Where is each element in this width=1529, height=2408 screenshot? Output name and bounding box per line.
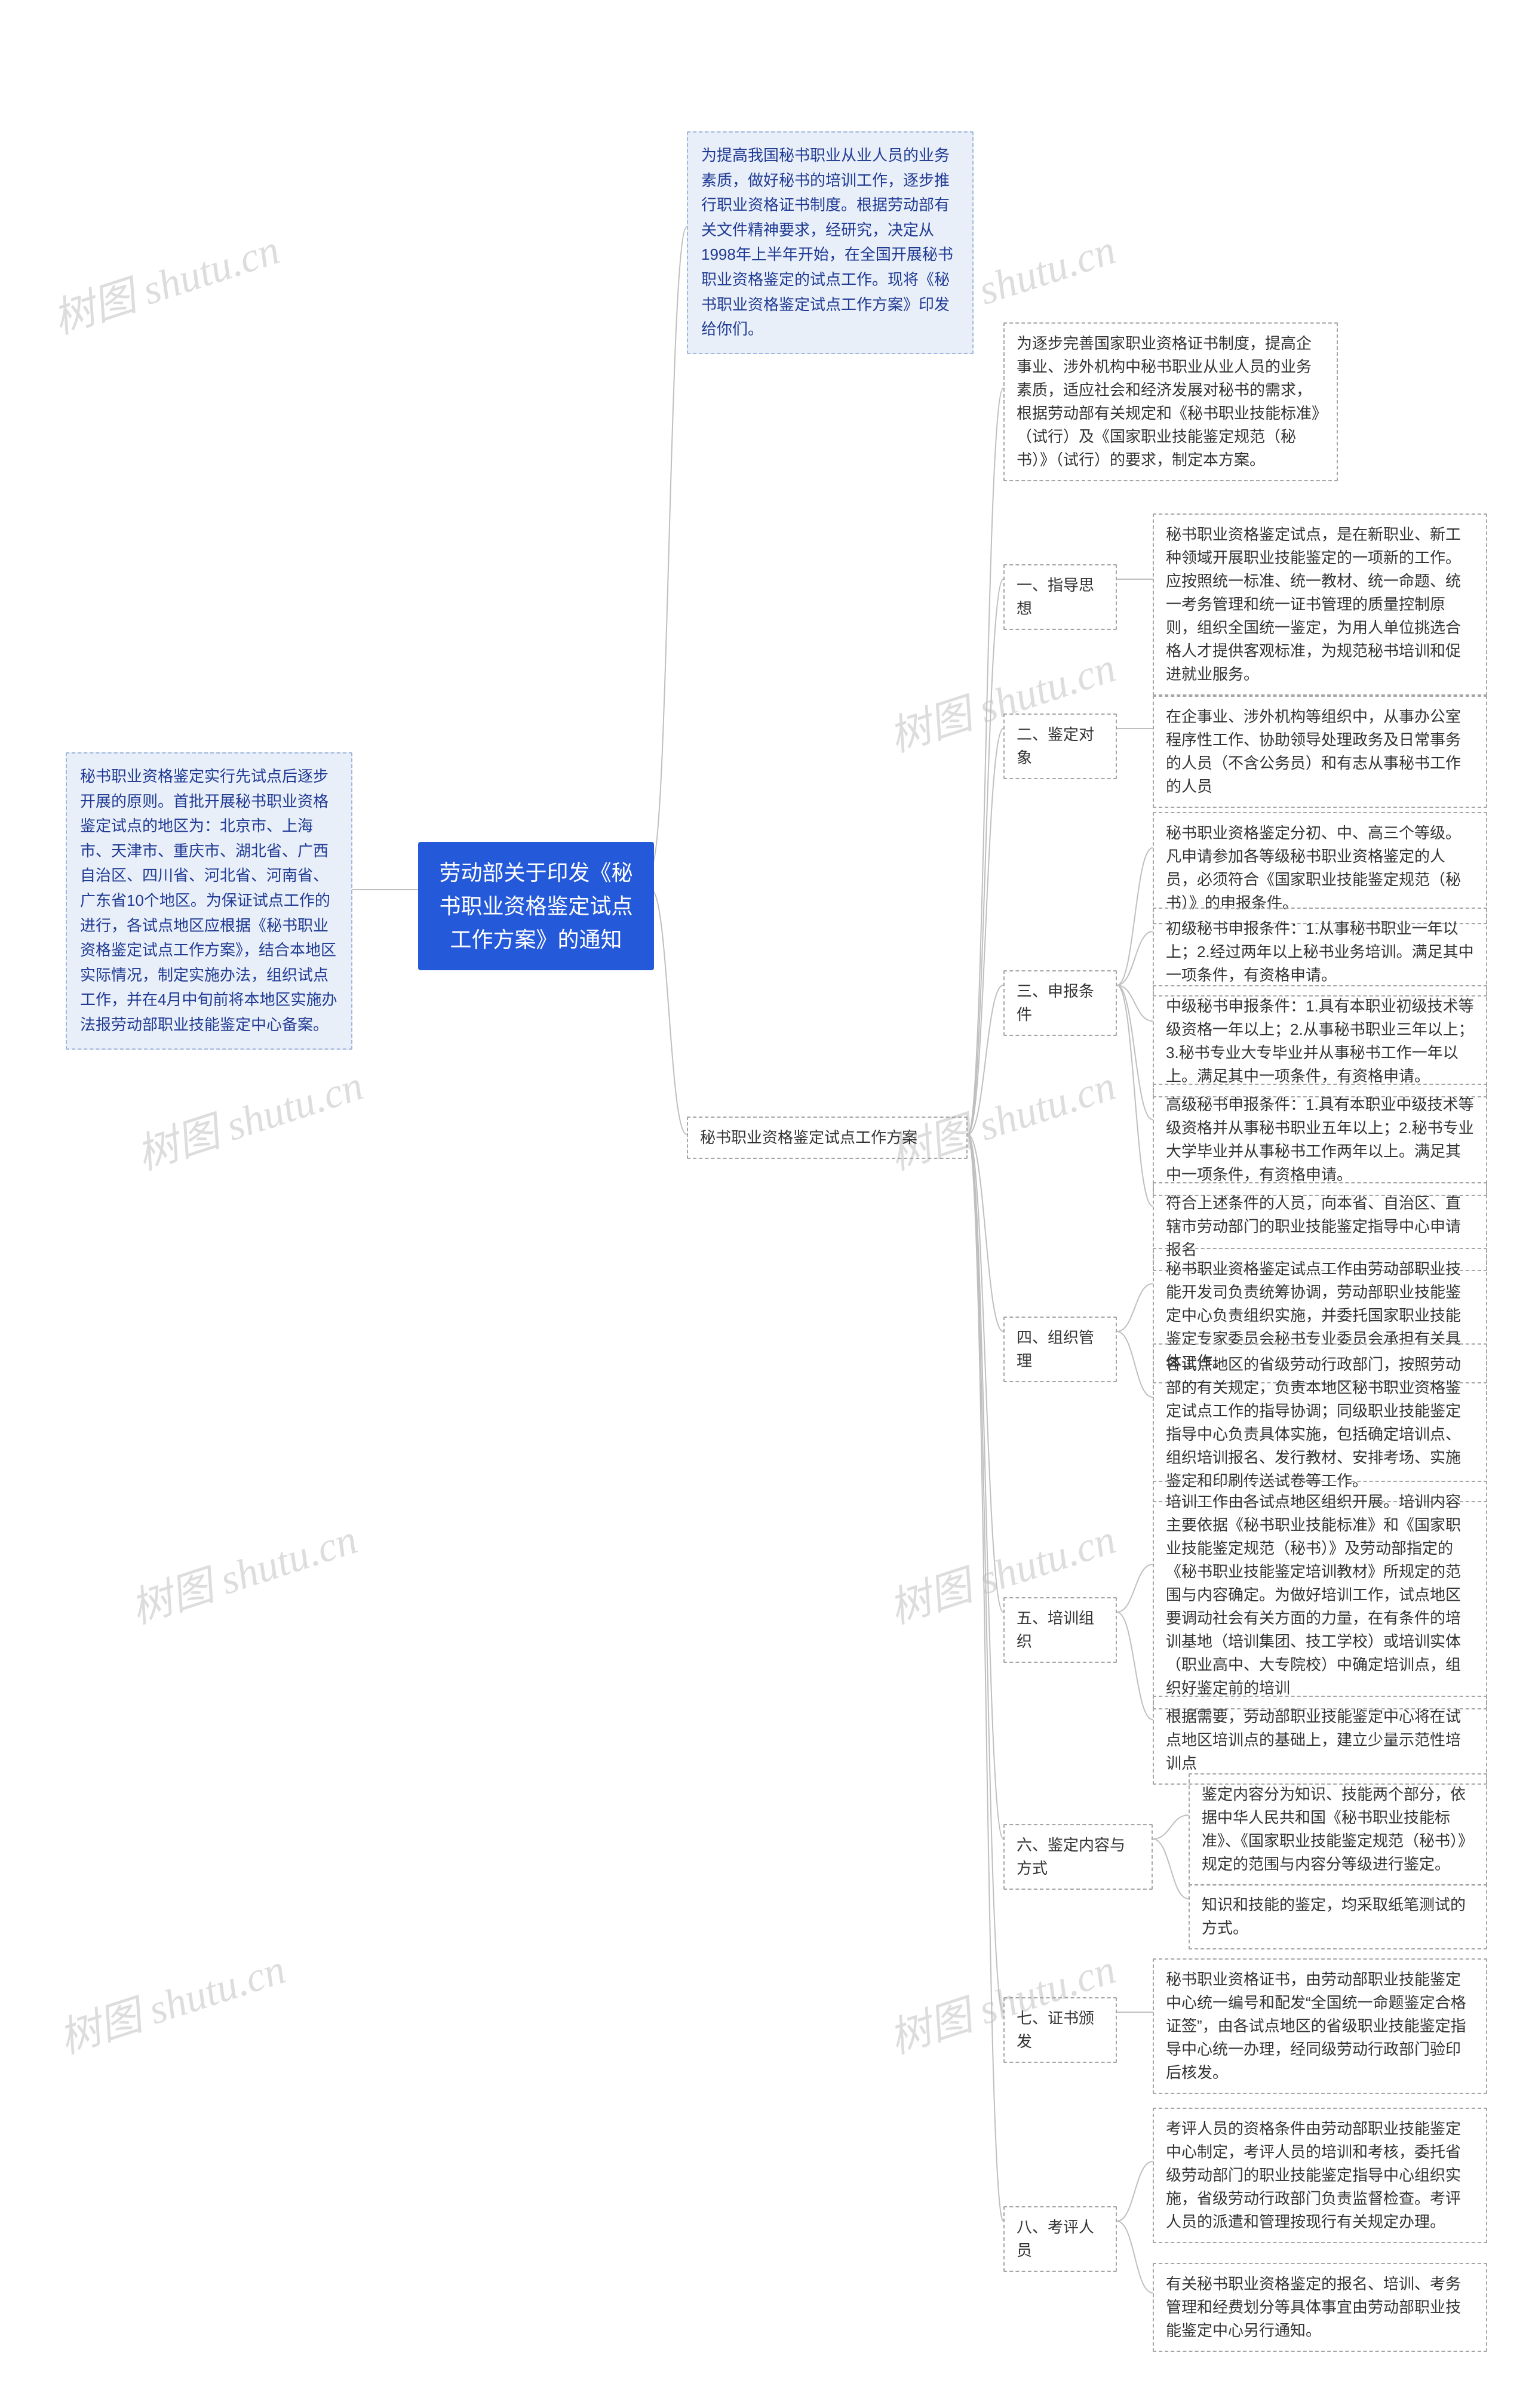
section-6-item-0[interactable]: 鉴定内容分为知识、技能两个部分，依据中华人民共和国《秘书职业技能标准》、《国家职… [1189,1773,1487,1886]
section-6-item-1-text: 知识和技能的鉴定，均采取纸笔测试的方式。 [1202,1896,1466,1937]
section-6-item-0-text: 鉴定内容分为知识、技能两个部分，依据中华人民共和国《秘书职业技能标准》、《国家职… [1202,1785,1473,1873]
top-branch-text: 为提高我国秘书职业从业人员的业务素质，做好秘书的培训工作，逐步推行职业资格证书制… [701,146,953,338]
section-label-1[interactable]: 一、指导思想 [1003,564,1117,630]
root-text: 劳动部关于印发《秘书职业资格鉴定试点工作方案》的通知 [439,860,633,952]
section-3-item-0-text: 秘书职业资格鉴定分初、中、高三个等级。凡申请参加各等级秘书职业资格鉴定的人员，必… [1166,824,1461,912]
section-label-2-text: 二、鉴定对象 [1017,725,1094,767]
section-label-7[interactable]: 七、证书颁发 [1003,1997,1117,2063]
section-6-item-1[interactable]: 知识和技能的鉴定，均采取纸笔测试的方式。 [1189,1884,1487,1949]
section-label-6[interactable]: 六、鉴定内容与方式 [1003,1824,1153,1890]
section-3-item-1[interactable]: 初级秘书申报条件：1.从事秘书职业一年以上；2.经过两年以上秘书业务培训。满足其… [1153,908,1487,997]
section-5-item-0-text: 培训工作由各试点地区组织开展。培训内容主要依据《秘书职业技能标准》和《国家职业技… [1166,1493,1461,1697]
section-7-item-0-text: 秘书职业资格证书，由劳动部职业技能鉴定中心统一编号和配发“全国统一命题鉴定合格证… [1166,1970,1466,2081]
section-3-item-1-text: 初级秘书申报条件：1.从事秘书职业一年以上；2.经过两年以上秘书业务培训。满足其… [1166,919,1474,984]
top-branch-node[interactable]: 为提高我国秘书职业从业人员的业务素质，做好秘书的培训工作，逐步推行职业资格证书制… [687,131,974,354]
section-3-item-3[interactable]: 高级秘书申报条件：1.具有本职业中级技术等级资格并从事秘书职业五年以上；2.秘书… [1153,1084,1487,1196]
scheme-node[interactable]: 秘书职业资格鉴定试点工作方案 [687,1117,968,1159]
section-8-item-0-text: 考评人员的资格条件由劳动部职业技能鉴定中心制定，考评人员的培训和考核，委托省级劳… [1166,2120,1461,2231]
section-label-2[interactable]: 二、鉴定对象 [1003,714,1117,779]
section-label-1-text: 一、指导思想 [1017,576,1094,617]
intro-node[interactable]: 为逐步完善国家职业资格证书制度，提高企事业、涉外机构中秘书职业从业人员的业务素质… [1003,322,1338,481]
section-2-item-0-text: 在企事业、涉外机构等组织中，从事办公室程序性工作、协助领导处理政务及日常事务的人… [1166,708,1461,795]
section-4-item-1-text: 各试点地区的省级劳动行政部门，按照劳动部的有关规定，负责本地区秘书职业资格鉴定试… [1166,1355,1461,1490]
section-5-item-1[interactable]: 根据需要，劳动部职业技能鉴定中心将在试点地区培训点的基础上，建立少量示范性培训点 [1153,1696,1487,1785]
left-branch-text: 秘书职业资格鉴定实行先试点后逐步开展的原则。首批开展秘书职业资格鉴定试点的地区为… [80,767,337,1034]
section-label-4[interactable]: 四、组织管理 [1003,1317,1117,1382]
left-branch-node[interactable]: 秘书职业资格鉴定实行先试点后逐步开展的原则。首批开展秘书职业资格鉴定试点的地区为… [66,752,352,1050]
watermark: 树图 shutu.cn [50,1936,292,2065]
section-label-3[interactable]: 三、申报条件 [1003,970,1117,1036]
root-node[interactable]: 劳动部关于印发《秘书职业资格鉴定试点工作方案》的通知 [418,842,654,970]
section-label-5-text: 五、培训组织 [1017,1609,1094,1650]
section-8-item-1[interactable]: 有关秘书职业资格鉴定的报名、培训、考务管理和经费划分等具体事宜由劳动部职业技能鉴… [1153,2263,1487,2352]
section-5-item-0[interactable]: 培训工作由各试点地区组织开展。培训内容主要依据《秘书职业技能标准》和《国家职业技… [1153,1481,1487,1709]
section-8-item-1-text: 有关秘书职业资格鉴定的报名、培训、考务管理和经费划分等具体事宜由劳动部职业技能鉴… [1166,2275,1461,2339]
watermark: 树图 shutu.cn [128,1052,370,1182]
section-label-7-text: 七、证书颁发 [1017,2009,1094,2050]
section-4-item-1[interactable]: 各试点地区的省级劳动行政部门，按照劳动部的有关规定，负责本地区秘书职业资格鉴定试… [1153,1343,1487,1502]
section-7-item-0[interactable]: 秘书职业资格证书，由劳动部职业技能鉴定中心统一编号和配发“全国统一命题鉴定合格证… [1153,1958,1487,2094]
scheme-text: 秘书职业资格鉴定试点工作方案 [700,1128,917,1146]
section-8-item-0[interactable]: 考评人员的资格条件由劳动部职业技能鉴定中心制定，考评人员的培训和考核，委托省级劳… [1153,2108,1487,2243]
section-label-3-text: 三、申报条件 [1017,982,1094,1023]
section-3-item-2-text: 中级秘书申报条件：1.具有本职业初级技术等级资格一年以上；2.从事秘书职业三年以… [1166,997,1474,1085]
section-1-item-0[interactable]: 秘书职业资格鉴定试点，是在新职业、新工种领域开展职业技能鉴定的一项新的工作。应按… [1153,513,1487,696]
watermark: 树图 shutu.cn [122,1506,364,1635]
mindmap-canvas: 树图 shutu.cn 树图 shutu.cn 树图 shutu.cn 树图 s… [0,0,1529,2408]
section-label-8-text: 八、考评人员 [1017,2218,1094,2259]
section-1-item-0-text: 秘书职业资格鉴定试点，是在新职业、新工种领域开展职业技能鉴定的一项新的工作。应按… [1166,525,1461,683]
section-label-6-text: 六、鉴定内容与方式 [1017,1836,1125,1877]
section-2-item-0[interactable]: 在企事业、涉外机构等组织中，从事办公室程序性工作、协助领导处理政务及日常事务的人… [1153,696,1487,808]
watermark: 树图 shutu.cn [44,216,286,346]
intro-text: 为逐步完善国家职业资格证书制度，提高企事业、涉外机构中秘书职业从业人员的业务素质… [1017,334,1319,469]
section-3-item-2[interactable]: 中级秘书申报条件：1.具有本职业初级技术等级资格一年以上；2.从事秘书职业三年以… [1153,985,1487,1097]
section-label-4-text: 四、组织管理 [1017,1328,1094,1370]
section-5-item-1-text: 根据需要，劳动部职业技能鉴定中心将在试点地区培训点的基础上，建立少量示范性培训点 [1166,1708,1461,1772]
section-label-8[interactable]: 八、考评人员 [1003,2206,1117,2272]
section-3-item-3-text: 高级秘书申报条件：1.具有本职业中级技术等级资格并从事秘书职业五年以上；2.秘书… [1166,1096,1474,1183]
section-label-5[interactable]: 五、培训组织 [1003,1597,1117,1663]
